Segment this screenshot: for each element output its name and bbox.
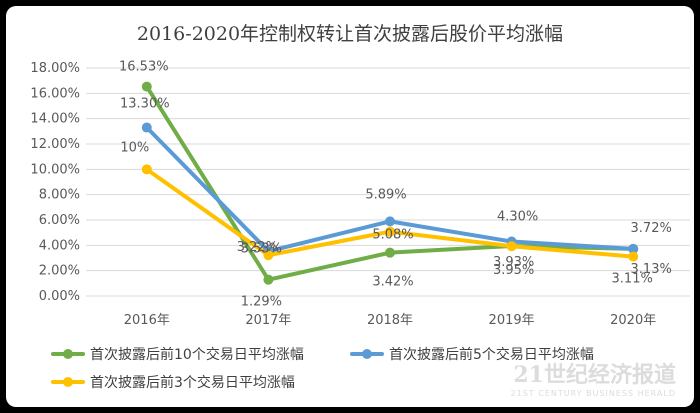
legend-marker-1 [362,349,372,359]
data-label: 3.53% [241,241,282,256]
data-point [385,226,395,237]
data-point [628,251,639,262]
y-tick-label: 0.00% [39,289,80,304]
series-group [141,81,639,285]
legend-label: 首次披露后前10个交易日平均涨幅 [90,346,304,363]
watermark-main: 21世纪经济报道 [513,362,676,388]
x-tick-label: 2016年 [124,313,170,328]
legend: 首次披露后前10个交易日平均涨幅 首次披露后前5个交易日平均涨幅首次披露后前3个交… [51,346,594,391]
data-label: 3.42% [372,275,413,290]
line-chart: 2016-2020年控制权转让首次披露后股价平均涨幅 0.00% 2.00% 4.0… [30,23,690,398]
legend-marker-2 [63,377,73,387]
data-point [506,241,517,252]
x-tick-label: 2017年 [245,313,291,328]
data-point [263,250,274,261]
x-tick-label: 2019年 [489,313,535,328]
chart-title: 2016-2020年控制权转让首次披露后股价平均涨幅 [137,23,563,45]
x-axis: 2016年 2017年 2018年 2019年 2020年 [124,313,656,328]
y-tick-label: 4.00% [39,238,80,253]
legend-label: 首次披露后前5个交易日平均涨幅 [389,346,594,363]
y-tick-label: 10.00% [30,162,80,177]
data-label: 3.11% [612,272,653,287]
data-label: 1.29% [241,295,282,310]
x-tick-label: 2018年 [367,313,413,328]
grid [86,67,690,297]
data-label: 16.53% [119,60,169,75]
data-point [385,216,395,227]
x-tick-label: 2020年 [610,313,656,328]
watermark: 21世纪经济报道 21ST CENTURY BUSINESS HERALD [511,362,676,398]
data-label: 3.22% [237,240,278,255]
y-tick-label: 6.00% [39,213,80,228]
data-point [385,247,395,258]
data-label: 3.72% [631,221,672,236]
y-tick-label: 2.00% [39,264,80,279]
data-label: 3.93% [493,255,534,270]
y-axis: 0.00% 2.00% 4.00% 6.00% 8.00% 10.00% 12.00% 14.… [30,61,80,304]
y-tick-label: 8.00% [39,188,80,203]
chart-card: 2016-2020年控制权转让首次披露后股价平均涨幅 0.00% 2.00% 4.0… [6,6,694,407]
y-tick-label: 12.00% [30,137,80,152]
y-tick-label: 18.00% [30,61,80,76]
data-label: 3.13% [631,262,672,277]
legend-label: 首次披露后前3个交易日平均涨幅 [90,374,295,391]
data-point [141,164,152,175]
data-label: 10% [120,140,149,155]
data-label: 5.89% [365,187,406,202]
y-tick-label: 14.00% [30,112,80,127]
data-point [141,122,152,133]
data-point [141,81,152,92]
data-point [263,274,274,285]
data-labels: 16.53% 1.29% 3.42% 3.95% 3.72% 13.30% 3.53% 5.8… [119,60,672,310]
data-label: 4.30% [497,210,538,225]
data-label: 3.95% [493,263,534,278]
watermark-sub: 21ST CENTURY BUSINESS HERALD [511,389,676,398]
legend-marker-0 [63,349,73,359]
data-label: 13.30% [120,97,170,112]
y-tick-label: 16.00% [30,86,80,101]
data-label: 5.08% [372,228,413,243]
data-point [628,243,639,254]
